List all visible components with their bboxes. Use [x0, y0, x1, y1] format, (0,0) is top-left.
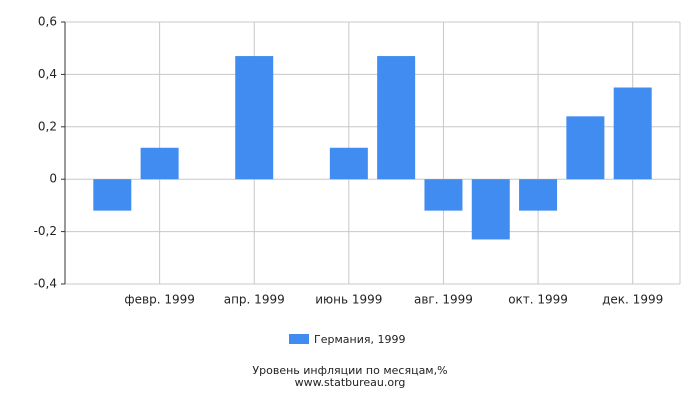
x-tick-label: дек. 1999: [602, 293, 663, 307]
bar: [471, 179, 510, 240]
legend-swatch: [289, 334, 309, 344]
bar: [566, 116, 605, 180]
bar: [377, 56, 416, 180]
y-tick-label: -0,2: [34, 224, 57, 238]
x-tick-label: окт. 1999: [508, 293, 568, 307]
bar: [519, 179, 558, 211]
x-tick-label: февр. 1999: [124, 293, 195, 307]
y-tick-label: 0: [49, 172, 57, 186]
y-tick-label: 0,6: [38, 15, 57, 29]
legend-label: Германия, 1999: [314, 333, 405, 346]
x-tick-label: авг. 1999: [414, 293, 473, 307]
bar: [140, 147, 179, 180]
y-tick-label: 0,4: [38, 67, 57, 81]
x-tick-label: июнь 1999: [315, 293, 382, 307]
bar: [235, 56, 274, 180]
x-tick-label: апр. 1999: [224, 293, 285, 307]
bar: [329, 147, 368, 180]
bar: [424, 179, 463, 211]
y-tick-label: 0,2: [38, 119, 57, 133]
bar: [613, 87, 652, 180]
chart-subtitle: www.statbureau.org: [295, 376, 406, 389]
y-tick-label: -0,4: [34, 277, 57, 291]
bar: [93, 179, 132, 211]
chart-title: Уровень инфляции по месяцам,%: [252, 364, 447, 377]
